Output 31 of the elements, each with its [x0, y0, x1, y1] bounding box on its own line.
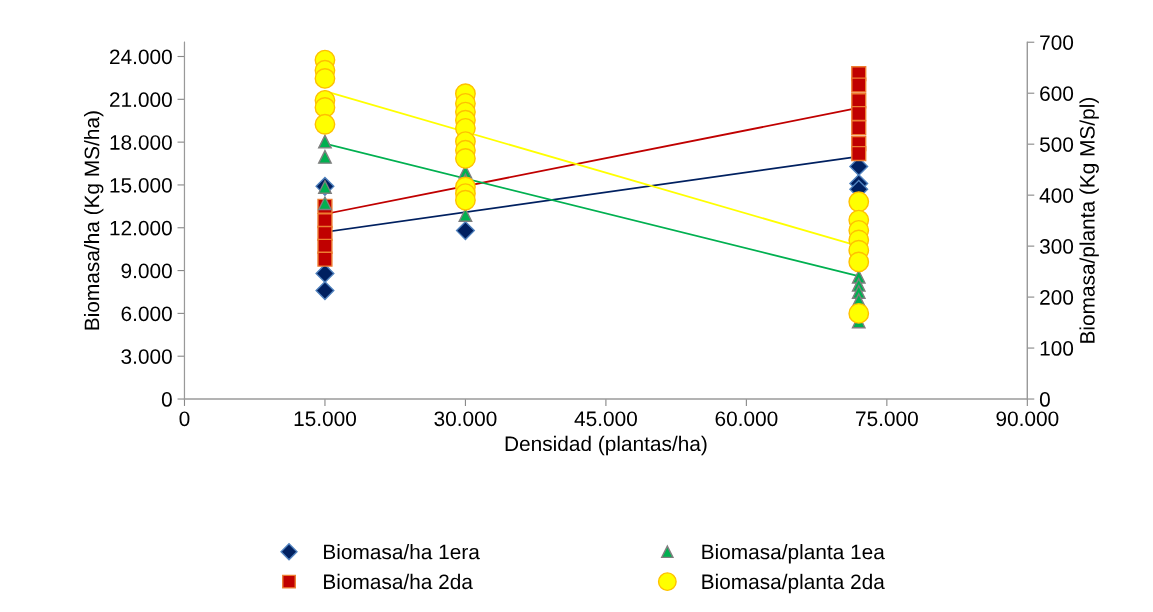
x-tick-label: 75.000 [856, 411, 918, 427]
y2-axis-title: Biomasa/planta (Kg MS/pl) [1079, 98, 1099, 343]
legend-label: Biomasa/ha 2da [324, 573, 473, 590]
y2-tick-label: 400 [1039, 188, 1074, 203]
y2-tick-label: 0 [1039, 392, 1050, 407]
y-tick-label: 15.000 [110, 177, 172, 193]
y-tick-label: 12.000 [110, 220, 172, 236]
y2-tick-label: 200 [1040, 290, 1074, 305]
y-tick-label: 18.000 [110, 135, 172, 150]
x-tick-label: 90.000 [996, 411, 1059, 427]
y-tick-label: 6.000 [121, 306, 172, 322]
y-tick-label: 9.000 [121, 263, 172, 279]
y2-tick-label: 500 [1039, 137, 1074, 152]
y-axis-title: Biomasa/ha (Kg MS/ha) [83, 111, 104, 330]
y-tick-label: 0 [161, 392, 172, 407]
y2-tick-label: 300 [1039, 239, 1074, 254]
y2-tick-label: 100 [1040, 341, 1074, 356]
y-tick-label: 21.000 [110, 92, 172, 108]
x-axis-title: Densidad (plantas/ha) [505, 435, 707, 456]
legend-label: Biomasa/planta 2da [702, 573, 885, 594]
x-tick-label: 45.000 [574, 411, 637, 427]
legend-label: Biomasa/ha 1era [324, 543, 480, 560]
y-tick-label: 24.000 [110, 49, 172, 65]
legend-label: Biomasa/planta 1ea [702, 543, 885, 564]
x-tick-label: 0 [179, 411, 190, 427]
y-tick-label: 3.000 [121, 349, 172, 364]
y2-tick-label: 700 [1040, 35, 1074, 50]
x-tick-label: 60.000 [715, 411, 778, 427]
y2-tick-label: 600 [1040, 86, 1074, 101]
x-tick-label: 15.000 [294, 411, 356, 427]
x-tick-label: 30.000 [434, 411, 497, 427]
